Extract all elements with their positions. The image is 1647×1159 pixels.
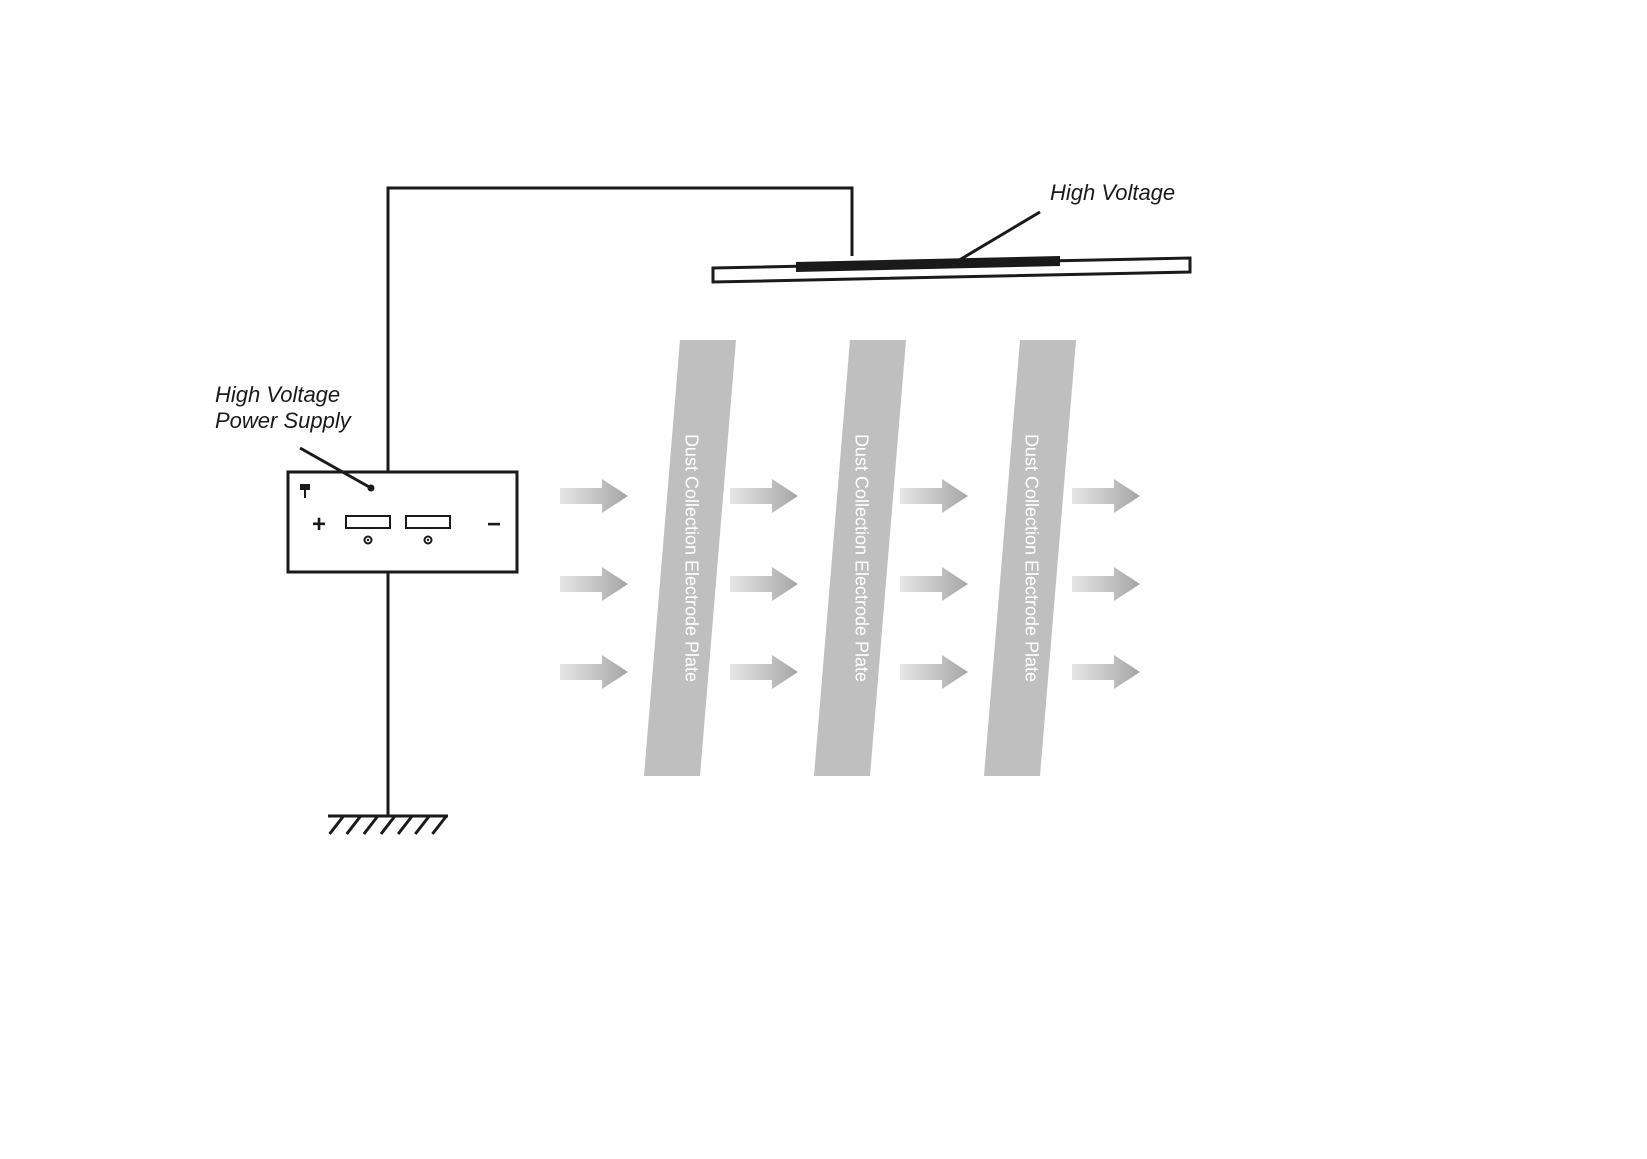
- airflow-arrow: [1072, 567, 1140, 601]
- plate-label: Dust Collection Electrode Plate: [1021, 434, 1041, 682]
- plate-label: Dust Collection Electrode Plate: [681, 434, 701, 682]
- electrostatic-precipitator-diagram: Dust Collection Electrode Plate Dust Coll…: [0, 0, 1647, 1159]
- power-supply-label: High Voltage: [215, 382, 340, 407]
- airflow-arrow: [900, 479, 968, 513]
- airflow-arrow: [560, 479, 628, 513]
- wire-supply-to-hv: [388, 188, 852, 472]
- airflow-arrow: [730, 567, 798, 601]
- ground-hatch: [415, 816, 429, 834]
- plus-label: +: [312, 511, 326, 538]
- ground-hatch: [381, 816, 395, 834]
- leader-high-voltage-dot: [953, 259, 960, 266]
- port: [346, 516, 390, 528]
- plate-label: Dust Collection Electrode Plate: [851, 434, 871, 682]
- airflow-arrow: [730, 655, 798, 689]
- airflow-arrow: [560, 655, 628, 689]
- port: [406, 516, 450, 528]
- high-voltage-label: High Voltage: [1050, 180, 1175, 205]
- ground-hatch: [330, 816, 344, 834]
- ground-hatch: [364, 816, 378, 834]
- airflow-arrow: [560, 567, 628, 601]
- power-supply-label: Power Supply: [215, 408, 353, 433]
- power-supply-box: +−: [288, 472, 517, 572]
- airflow-arrow: [730, 479, 798, 513]
- ground-hatch: [398, 816, 412, 834]
- airflow-arrow: [1072, 655, 1140, 689]
- dust-collection-plate: Dust Collection Electrode Plate: [644, 340, 736, 776]
- dust-collection-plate: Dust Collection Electrode Plate: [984, 340, 1076, 776]
- leader-high-voltage: [956, 212, 1040, 262]
- airflow-arrow: [900, 567, 968, 601]
- airflow-arrow: [900, 655, 968, 689]
- airflow-arrow: [1072, 479, 1140, 513]
- ground-hatch: [432, 816, 446, 834]
- dust-collection-plate: Dust Collection Electrode Plate: [814, 340, 906, 776]
- minus-label: −: [487, 511, 501, 538]
- ground-hatch: [347, 816, 361, 834]
- leader-power-supply-dot: [368, 485, 375, 492]
